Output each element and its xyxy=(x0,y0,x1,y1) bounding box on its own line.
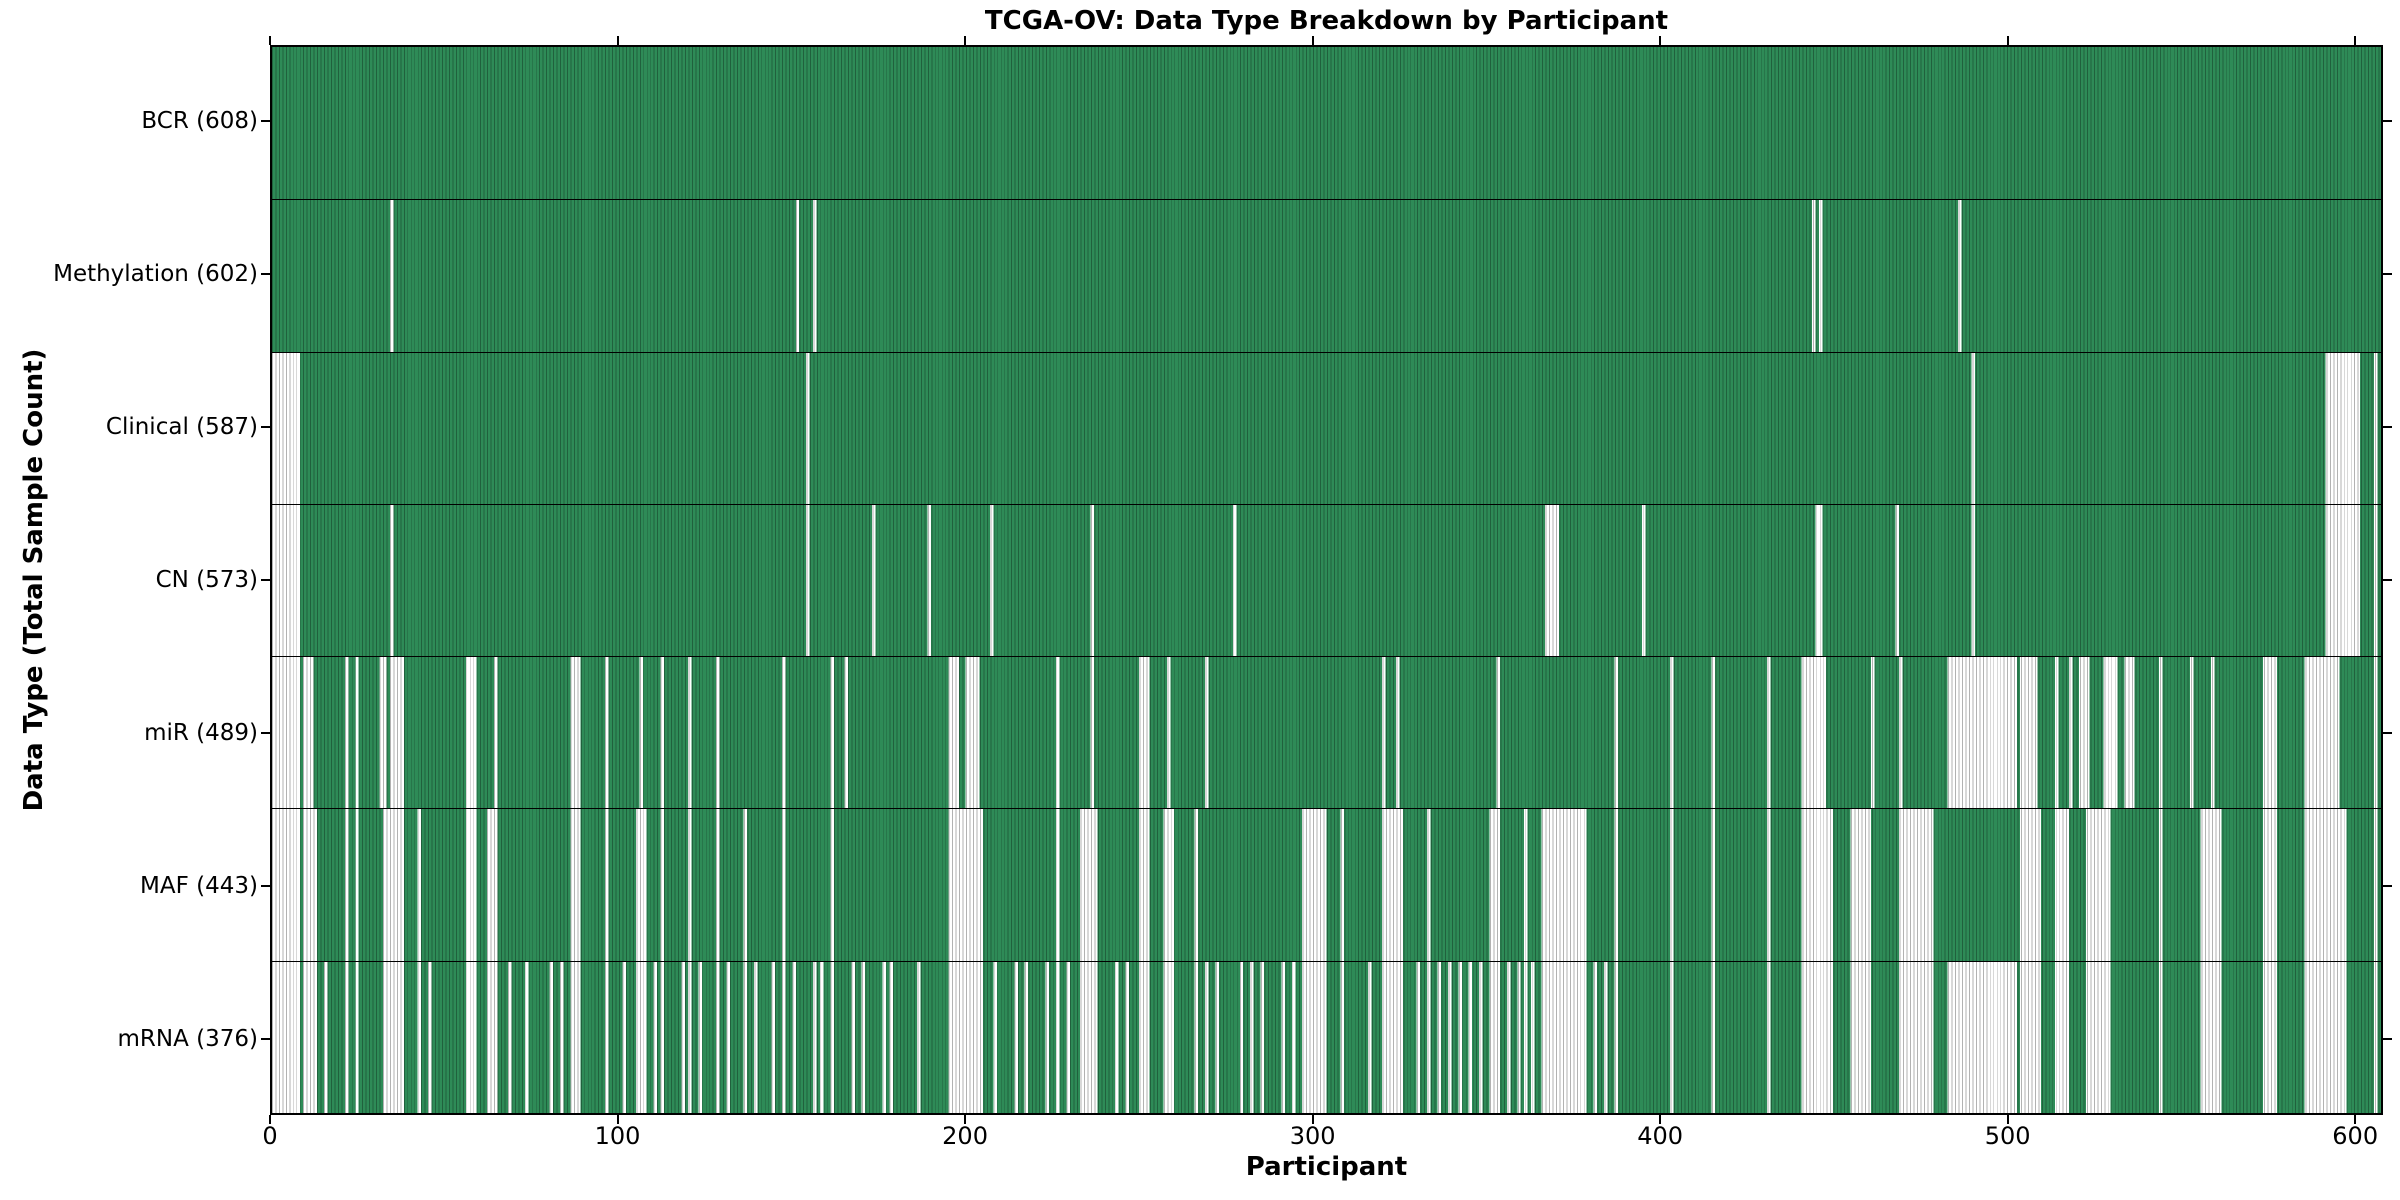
y-tick-mark xyxy=(261,1037,270,1040)
x-tick-mark xyxy=(1311,1115,1314,1124)
row-bcr xyxy=(272,47,2381,200)
y-tick-label: mRNA (376) xyxy=(117,1025,258,1052)
x-tick-mark xyxy=(1659,1115,1662,1124)
plot-area: Present Absent xyxy=(270,45,2383,1115)
y-tick-mark-right xyxy=(2383,120,2392,123)
y-tick-mark xyxy=(261,273,270,276)
row-clinical xyxy=(272,351,2381,504)
row-mir xyxy=(272,656,2381,809)
y-tick-mark-right xyxy=(2383,884,2392,887)
x-tick-mark xyxy=(964,1115,967,1124)
y-tick-label: Clinical (587) xyxy=(105,414,258,441)
row-cn xyxy=(272,503,2381,657)
y-tick-label: CN (573) xyxy=(155,567,258,593)
y-tick-mark-right xyxy=(2383,579,2392,581)
y-tick-mark-right xyxy=(2383,731,2392,734)
y-tick-mark xyxy=(261,884,270,887)
y-tick-label: miR (489) xyxy=(144,719,258,746)
x-tick-mark-top xyxy=(2006,36,2009,45)
y-tick-mark xyxy=(261,426,270,429)
y-tick-mark-right xyxy=(2383,426,2392,429)
x-tick-label: 400 xyxy=(1637,1122,1684,1150)
x-tick-label: 0 xyxy=(262,1122,278,1150)
heatmap-rows xyxy=(272,47,2381,1113)
x-tick-label: 200 xyxy=(942,1122,988,1150)
x-tick-mark xyxy=(269,1115,271,1124)
x-tick-label: 500 xyxy=(1984,1122,2031,1150)
x-tick-mark-top xyxy=(964,36,967,45)
y-tick-mark-right xyxy=(2383,1037,2392,1040)
x-tick-mark-top xyxy=(269,36,271,45)
y-tick-label: BCR (608) xyxy=(141,108,258,135)
x-tick-label: 100 xyxy=(594,1122,641,1150)
y-tick-mark xyxy=(261,579,270,581)
y-tick-label: Methylation (602) xyxy=(53,261,258,288)
x-tick-label: 600 xyxy=(2332,1122,2379,1150)
row-methylation xyxy=(272,199,2381,352)
x-tick-mark-top xyxy=(1311,36,1314,45)
y-tick-label: MAF (443) xyxy=(140,872,258,899)
x-tick-mark-top xyxy=(616,36,619,45)
y-tick-mark xyxy=(261,120,270,123)
x-tick-mark xyxy=(2006,1115,2009,1124)
x-tick-label: 300 xyxy=(1289,1122,1336,1150)
y-tick-mark-right xyxy=(2383,273,2392,276)
x-axis-label: Participant xyxy=(1245,1152,1408,1182)
x-tick-mark xyxy=(616,1115,619,1124)
row-maf xyxy=(272,808,2381,961)
y-tick-mark xyxy=(261,731,270,734)
x-tick-mark xyxy=(2354,1115,2357,1124)
x-tick-mark-top xyxy=(1659,36,1662,45)
row-mrna xyxy=(272,960,2381,1113)
x-tick-mark-top xyxy=(2354,36,2357,45)
chart-title: TCGA-OV: Data Type Breakdown by Particip… xyxy=(984,6,1669,36)
